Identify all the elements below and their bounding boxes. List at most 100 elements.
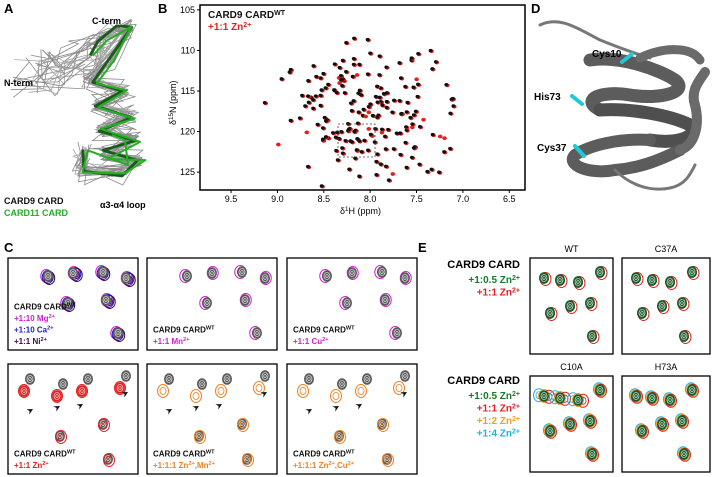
peak	[565, 418, 575, 430]
peak	[665, 276, 675, 288]
label-run: 2+	[512, 416, 520, 423]
peak	[421, 117, 426, 122]
peak	[354, 148, 359, 152]
peak	[404, 110, 409, 114]
peak	[357, 62, 362, 67]
peak	[351, 99, 356, 103]
peak-contour	[634, 394, 638, 398]
peak-contour	[116, 331, 120, 335]
peak	[357, 139, 362, 143]
peak-contour	[378, 268, 386, 276]
peak	[631, 390, 641, 402]
peak-contour	[646, 391, 658, 405]
peak	[585, 297, 595, 309]
label-run: +1:10 Mg	[14, 314, 49, 323]
peak-contour	[588, 332, 596, 340]
peak-contour	[335, 432, 343, 440]
peak	[361, 107, 366, 112]
peak-contour	[588, 450, 596, 458]
peak-contour	[215, 384, 227, 398]
peak	[382, 453, 392, 465]
group-title: CARD9 CARD	[447, 259, 520, 271]
peak-contour	[648, 394, 656, 402]
label: CARD9 CARDWT	[293, 450, 355, 459]
peak-contour	[680, 419, 684, 423]
peak	[242, 453, 252, 465]
peak	[392, 327, 402, 339]
peak-contour	[299, 386, 307, 395]
label-run: +1:10 Ca	[14, 326, 48, 335]
peak-contour	[379, 420, 387, 429]
peak	[334, 430, 344, 442]
peak	[340, 58, 345, 63]
backbone-trace	[34, 28, 145, 186]
peak	[430, 132, 435, 137]
peak	[377, 266, 387, 278]
peak-contour	[384, 455, 392, 464]
peak-contour	[26, 375, 34, 383]
peak-contour	[363, 375, 371, 383]
peak	[399, 112, 404, 116]
peak-contour	[588, 419, 592, 423]
peak-contour	[261, 274, 269, 282]
peak-contour	[297, 384, 309, 398]
peak-contour	[55, 394, 59, 398]
label: +1:10 Ca2+	[14, 326, 54, 335]
label-run: 2+	[188, 461, 195, 467]
peak-contour	[365, 377, 369, 381]
peak-contour	[80, 389, 84, 393]
peak	[400, 272, 410, 284]
peak-contour	[205, 301, 209, 305]
peak	[237, 266, 247, 278]
label: CARD9 CARDWT	[293, 326, 355, 335]
peak-contour	[198, 380, 206, 388]
peak-contour	[46, 274, 50, 278]
peak-contour	[217, 386, 225, 395]
x-tick-label: 8.0	[364, 194, 377, 204]
peak	[390, 110, 395, 114]
peak	[573, 276, 583, 288]
peak-contour	[688, 386, 696, 394]
label: +1:4 Zn2+	[477, 429, 520, 440]
peak-contour	[124, 374, 128, 378]
peak	[647, 392, 657, 404]
label-run: WT	[67, 303, 76, 309]
peak-contour	[680, 332, 688, 340]
peak-contour	[58, 434, 62, 438]
box-title: WT	[565, 244, 579, 254]
peak	[442, 136, 447, 141]
label-run: CARD9 CARD	[14, 303, 67, 312]
peak	[337, 81, 342, 85]
y-tick-label: 125	[180, 167, 195, 177]
label: δ1H (ppm)	[340, 206, 381, 216]
peak-contour	[51, 389, 63, 403]
peak	[400, 370, 410, 382]
peak-contour	[690, 388, 694, 392]
peak	[332, 88, 337, 92]
peak	[565, 300, 575, 312]
x-tick-label: 8.5	[318, 194, 331, 204]
peak	[352, 36, 357, 41]
peak-contour	[574, 396, 582, 404]
peak	[311, 106, 316, 111]
peak	[337, 378, 347, 390]
peak-contour	[104, 455, 112, 463]
peak-contour	[196, 432, 204, 441]
peak	[384, 99, 389, 104]
peak	[428, 48, 433, 53]
y-tick-label: 105	[180, 5, 195, 15]
peak	[375, 84, 380, 89]
peak	[373, 94, 378, 99]
peak-contour	[554, 391, 566, 405]
peak	[442, 150, 447, 154]
peak	[403, 84, 408, 89]
peak	[437, 170, 442, 174]
peak	[43, 270, 53, 282]
label-run: +1:4 Zn	[477, 429, 512, 440]
peak-contour	[566, 420, 574, 428]
label-run: CARD9 CARD	[14, 450, 67, 459]
peak-contour	[576, 398, 580, 402]
peak-contour	[640, 311, 644, 315]
peak-contour	[253, 381, 265, 395]
peak-contour	[355, 384, 367, 398]
